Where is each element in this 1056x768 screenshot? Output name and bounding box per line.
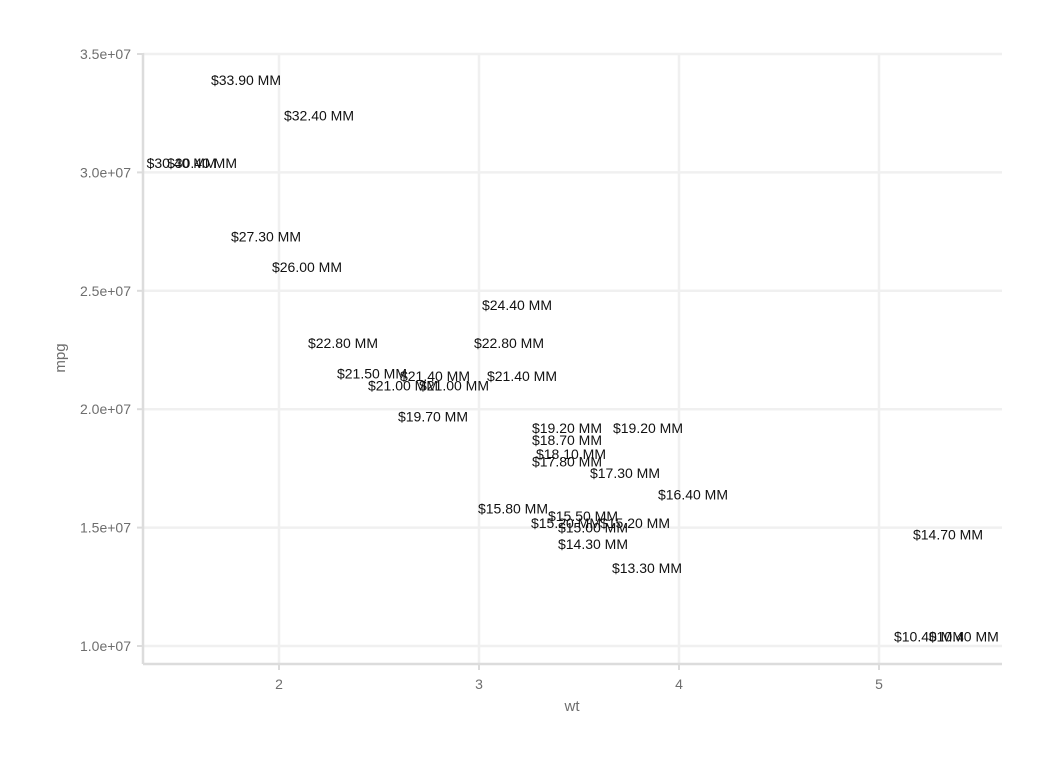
data-point-label: $17.30 MM xyxy=(590,465,660,481)
data-point-label: $15.20 MM xyxy=(600,515,670,531)
point-labels: $21.00 MM$21.00 MM $22.80 MM $21.40 MM $18.… xyxy=(147,72,999,644)
data-point-label: $15.00 MM xyxy=(558,520,628,536)
y-tick-label: 1.5e+07 xyxy=(80,520,131,536)
data-point-label: $18.70 MM xyxy=(532,432,602,448)
x-axis-ticks: 2 3 4 5 xyxy=(275,664,883,692)
y-tick-label: 2.5e+07 xyxy=(80,283,131,299)
y-tick-label: 3.5e+07 xyxy=(80,46,131,62)
x-tick-label: 2 xyxy=(275,676,283,692)
data-point-label: $15.50 MM xyxy=(548,508,618,524)
data-point-label: $15.20 MM xyxy=(531,515,601,531)
y-axis-title: mpg xyxy=(52,343,69,372)
data-point-label: $19.20 MM xyxy=(532,420,602,436)
data-point-label: $33.90 MM xyxy=(211,72,281,88)
data-point-label: $21.50 MM xyxy=(337,366,407,382)
data-point-label: $30.40 MM xyxy=(147,155,217,171)
data-point-label: $30.40 MM xyxy=(167,155,237,171)
data-point-label: $19.20 MM xyxy=(613,420,683,436)
y-axis-ticks: 1.0e+07 1.5e+07 2.0e+07 2.5e+07 3.0e+07 3.5e+… xyxy=(80,46,143,654)
data-point-label: $26.00 MM xyxy=(272,259,342,275)
data-point-label: $21.40 MM xyxy=(400,368,470,384)
y-tick-label: 2.0e+07 xyxy=(80,401,131,417)
data-point-label: $19.70 MM xyxy=(398,408,468,424)
x-tick-label: 5 xyxy=(875,676,883,692)
x-tick-label: 3 xyxy=(475,676,483,692)
data-point-label: $32.40 MM xyxy=(284,108,354,124)
data-point-label: $14.30 MM xyxy=(558,536,628,552)
gridlines xyxy=(143,52,1002,664)
data-point-label: $21.00 MM xyxy=(368,378,438,394)
data-point-label: $21.00 MM xyxy=(419,378,489,394)
data-point-label: $22.80 MM xyxy=(474,335,544,351)
data-point-label: $22.80 MM xyxy=(308,335,378,351)
data-point-label: $10.40 MM xyxy=(929,629,999,645)
data-point-label: $18.10 MM xyxy=(536,446,606,462)
data-point-label: $21.40 MM xyxy=(487,368,557,384)
y-tick-label: 3.0e+07 xyxy=(80,164,131,180)
y-tick-label: 1.0e+07 xyxy=(80,638,131,654)
data-point-label: $17.80 MM xyxy=(532,453,602,469)
x-tick-label: 4 xyxy=(675,676,683,692)
data-point-label: $24.40 MM xyxy=(482,297,552,313)
data-point-label: $16.40 MM xyxy=(658,486,728,502)
data-point-label: $15.80 MM xyxy=(478,501,548,517)
x-axis-title: wt xyxy=(564,698,581,715)
data-point-label: $13.30 MM xyxy=(612,560,682,576)
data-point-label: $14.70 MM xyxy=(913,527,983,543)
axes xyxy=(141,53,1002,666)
data-point-label: $10.40 MM xyxy=(894,629,964,645)
data-point-label: $27.30 MM xyxy=(231,228,301,244)
